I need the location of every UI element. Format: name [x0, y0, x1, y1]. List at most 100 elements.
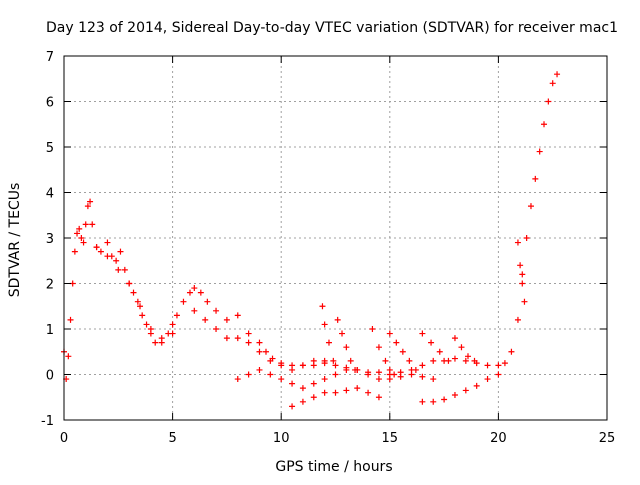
y-tick-label: -1	[41, 414, 54, 429]
y-tick-label: 5	[46, 141, 54, 156]
data-point	[126, 280, 133, 287]
series-branch-5	[419, 371, 502, 405]
data-point	[473, 382, 480, 389]
data-point	[321, 321, 328, 328]
data-point	[382, 357, 389, 364]
data-point	[80, 239, 87, 246]
data-point	[223, 335, 230, 342]
data-point	[121, 266, 128, 273]
data-point	[278, 376, 285, 383]
data-point	[451, 335, 458, 342]
data-point	[408, 371, 415, 378]
data-point	[501, 360, 508, 367]
data-point	[495, 362, 502, 369]
data-point	[134, 298, 141, 305]
data-point	[365, 389, 372, 396]
data-point	[169, 330, 176, 337]
data-point	[191, 285, 198, 292]
data-point	[278, 362, 285, 369]
data-point	[332, 362, 339, 369]
data-point	[97, 248, 104, 255]
data-point	[428, 339, 435, 346]
data-point	[495, 371, 502, 378]
data-point	[391, 371, 398, 378]
series-branch-6	[319, 303, 337, 364]
axis-ticks: 0 5 10 15 20 25 -1 0 1 2 3 4 5 6 7	[41, 50, 615, 446]
data-point	[245, 371, 252, 378]
data-point	[325, 339, 332, 346]
data-point	[471, 357, 478, 364]
data-point	[310, 362, 317, 369]
data-point	[289, 403, 296, 410]
data-point	[82, 221, 89, 228]
data-point	[130, 289, 137, 296]
x-axis-label: GPS time / hours	[275, 459, 392, 475]
data-point	[406, 357, 413, 364]
data-point	[484, 376, 491, 383]
data-point	[256, 366, 263, 373]
data-point	[508, 348, 515, 355]
data-point	[343, 387, 350, 394]
data-point	[332, 371, 339, 378]
data-point	[202, 316, 209, 323]
data-point	[445, 357, 452, 364]
data-point	[65, 353, 72, 360]
data-point	[93, 244, 100, 251]
data-point	[67, 316, 74, 323]
series-branch-12	[514, 239, 528, 305]
data-point	[334, 316, 341, 323]
data-point	[310, 394, 317, 401]
data-point	[89, 221, 96, 228]
y-tick-label: 1	[46, 323, 54, 338]
data-point	[462, 357, 469, 364]
data-point	[321, 357, 328, 364]
data-point	[375, 394, 382, 401]
data-point	[441, 396, 448, 403]
data-point	[375, 344, 382, 351]
data-point	[347, 357, 354, 364]
data-point	[147, 326, 154, 332]
data-point	[262, 348, 269, 355]
data-point	[213, 326, 220, 332]
data-point	[104, 253, 111, 260]
data-point	[84, 203, 91, 210]
data-point	[386, 376, 393, 383]
data-point	[436, 348, 443, 355]
data-point	[365, 371, 372, 378]
series-branch-9	[386, 330, 419, 373]
data-point	[451, 355, 458, 362]
data-point	[354, 385, 361, 392]
data-point	[430, 398, 437, 405]
data-point	[197, 289, 204, 296]
series-branch-4	[289, 385, 382, 410]
data-point	[245, 330, 252, 337]
y-tick-label: 4	[46, 187, 54, 202]
data-point	[158, 335, 165, 342]
data-point	[519, 271, 526, 278]
data-point	[375, 376, 382, 383]
data-point	[545, 98, 552, 105]
data-point	[462, 387, 469, 394]
data-point	[234, 376, 241, 383]
data-point	[419, 362, 426, 369]
y-tick-label: 0	[46, 369, 54, 384]
data-point	[541, 121, 548, 128]
data-point	[152, 339, 159, 346]
data-point	[397, 373, 404, 380]
data-point	[412, 366, 419, 373]
data-point	[267, 357, 274, 364]
data-point	[458, 344, 465, 351]
data-point	[386, 366, 393, 373]
data-point	[330, 357, 337, 364]
data-point	[514, 239, 521, 246]
data-point	[419, 373, 426, 380]
data-point	[299, 362, 306, 369]
data-point	[234, 312, 241, 319]
data-point	[234, 335, 241, 342]
data-point	[204, 298, 211, 305]
data-point	[245, 339, 252, 346]
x-tick-label: 20	[490, 431, 507, 446]
data-point	[113, 257, 120, 264]
data-point	[180, 298, 187, 305]
